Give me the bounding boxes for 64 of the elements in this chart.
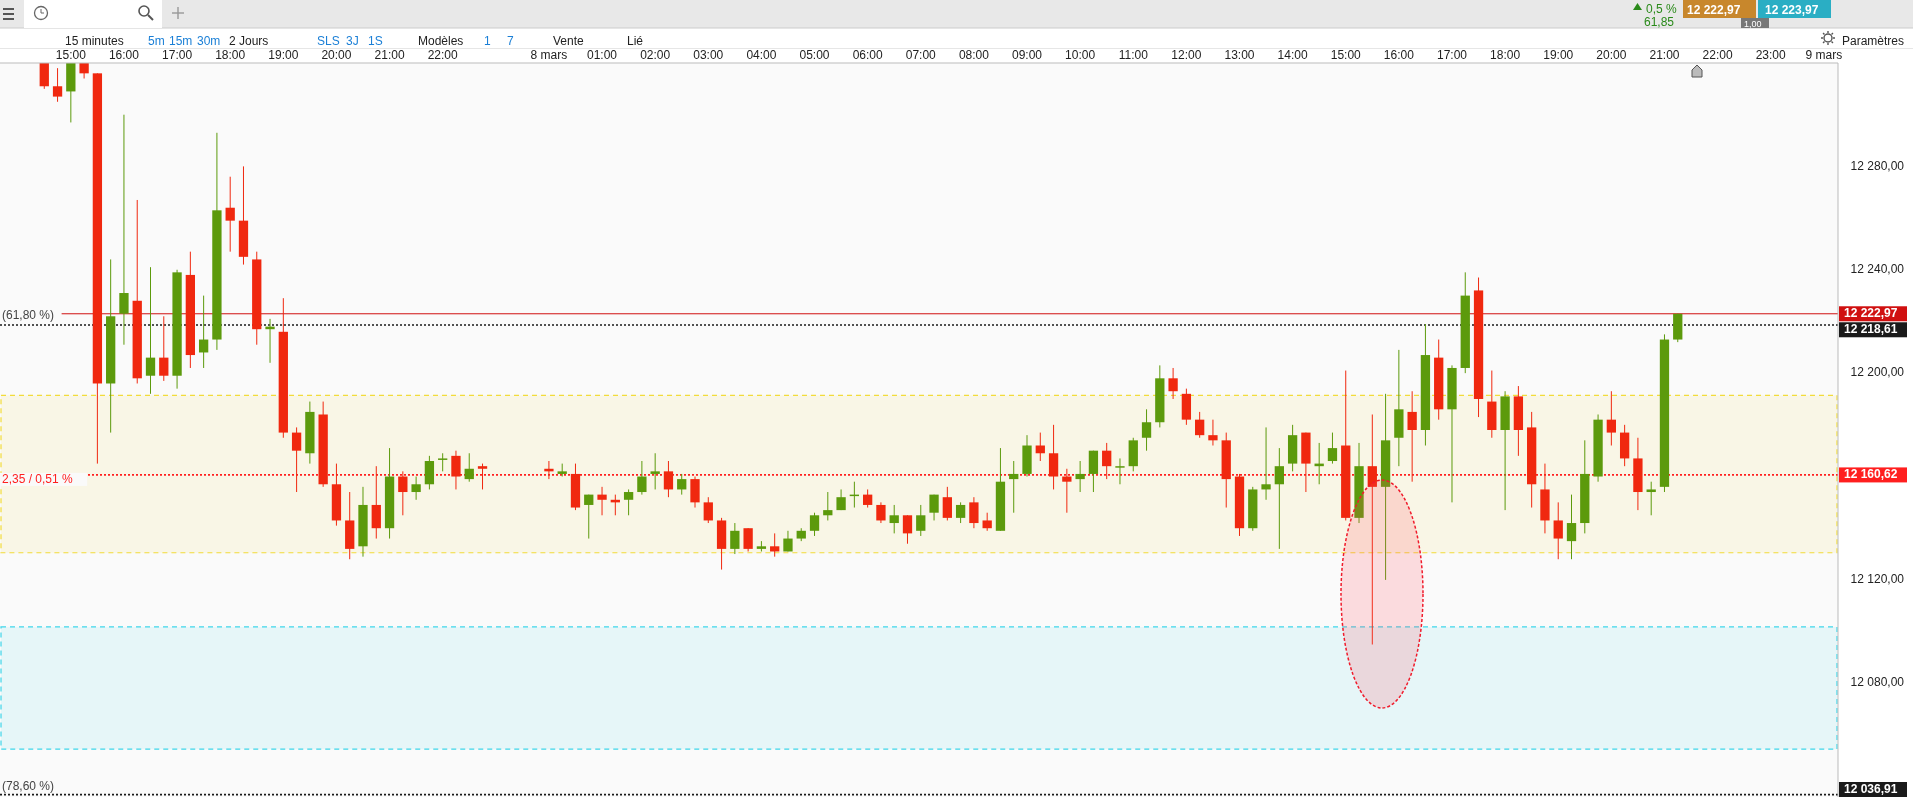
ref-line-label: 12 160,62 [1844, 467, 1898, 482]
text: 5m [148, 34, 165, 49]
x-tick-label: 18:00 [215, 48, 246, 63]
x-tick-label: 02:00 [640, 48, 671, 63]
text: 3J [346, 34, 359, 49]
text: Modèles [418, 34, 464, 49]
x-tick-label: 16:00 [1383, 48, 1415, 63]
text: Paramètres [1842, 34, 1905, 49]
text: SLS [317, 34, 340, 49]
x-tick-label: 15:00 [55, 48, 87, 63]
text: 0,5 % [1646, 2, 1678, 17]
y-tick-label: 12 080,00 [1850, 675, 1905, 690]
annotation: 2,35 / 0,51 % [2, 472, 74, 487]
text: 15m [169, 34, 193, 49]
text: 30m [197, 34, 221, 49]
x-tick-label: 11:00 [1118, 48, 1149, 63]
x-tick-label: 22:00 [1702, 48, 1733, 63]
text: 7 [507, 34, 514, 49]
x-tick-label: 22:00 [427, 48, 459, 63]
x-tick-label: 06:00 [852, 48, 883, 63]
x-tick-label: 12:00 [1171, 48, 1202, 63]
x-tick-label: 18:00 [1490, 48, 1521, 63]
x-tick-label: 07:00 [905, 48, 937, 63]
x-tick-label: 23:00 [1755, 48, 1787, 63]
x-tick-label: 8 mars [530, 48, 568, 63]
annotation: (61,80 %) [2, 308, 55, 323]
text: 15 minutes [65, 34, 124, 49]
y-tick-label: 12 120,00 [1850, 572, 1905, 587]
x-tick-label: 09:00 [1012, 48, 1043, 63]
x-tick-label: 15:00 [1330, 48, 1362, 63]
y-tick-label: 12 240,00 [1850, 261, 1905, 276]
x-tick-label: 21:00 [1649, 48, 1680, 63]
x-tick-label: 04:00 [746, 48, 777, 63]
text: 12 222,97 [1687, 3, 1741, 18]
x-tick-label: 16:00 [108, 48, 140, 63]
x-tick-label: 9 mars [1805, 48, 1843, 63]
text: 61,85 [1644, 15, 1675, 30]
x-tick-label: 17:00 [1436, 48, 1468, 63]
x-tick-label: 05:00 [799, 48, 830, 63]
y-tick-label: 12 280,00 [1850, 158, 1905, 173]
ref-line-label: 12 036,91 [1844, 781, 1898, 796]
text: 1 [484, 34, 491, 49]
x-tick-label: 08:00 [958, 48, 990, 63]
x-tick-label: 14:00 [1277, 48, 1308, 63]
text: Vente [553, 34, 585, 49]
text: 2 Jours [229, 34, 269, 49]
annotation: (78,60 %) [2, 778, 55, 793]
x-tick-label: 17:00 [162, 48, 193, 63]
text: 1,00 [1744, 19, 1762, 30]
x-tick-label: 20:00 [1596, 48, 1627, 63]
ref-line-label: 12 218,61 [1844, 321, 1898, 336]
text: Lié [627, 34, 644, 49]
x-tick-label: 19:00 [1543, 48, 1574, 63]
x-tick-label: 20:00 [321, 48, 352, 63]
x-tick-label: 03:00 [693, 48, 724, 63]
x-tick-label: 19:00 [268, 48, 299, 63]
text: 12 223,97 [1765, 3, 1819, 18]
x-tick-label: 21:00 [374, 48, 405, 63]
y-tick-label: 12 200,00 [1850, 365, 1905, 380]
x-tick-label: 10:00 [1065, 48, 1096, 63]
ref-line-label: 12 222,97 [1844, 305, 1898, 320]
x-tick-label: 13:00 [1224, 48, 1255, 63]
text: 1S [368, 34, 383, 49]
x-tick-label: 01:00 [587, 48, 618, 63]
